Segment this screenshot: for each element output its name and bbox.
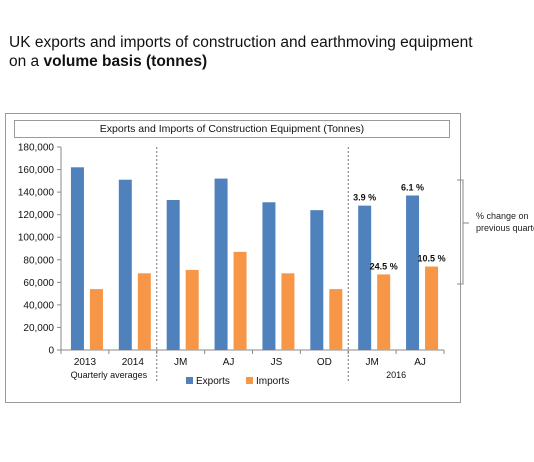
chart-frame: Exports and Imports of Construction Equi… (5, 113, 461, 403)
bar-exports (358, 205, 372, 350)
page-title-line2-prefix: on a (9, 53, 44, 70)
bar-imports (233, 251, 247, 350)
bar-imports (89, 289, 103, 350)
page-title-line1: UK exports and imports of construction a… (9, 34, 473, 51)
side-note-line2: previous quarter (476, 223, 534, 233)
bar-imports (137, 273, 151, 350)
page-title: UK exports and imports of construction a… (9, 33, 509, 71)
bar-imports (377, 274, 391, 350)
y-tick-label: 0 (48, 346, 54, 357)
legend-label-exports: Exports (196, 376, 230, 387)
bar-exports (166, 200, 180, 350)
side-bracket (457, 179, 469, 285)
y-tick-label: 100,000 (18, 233, 55, 244)
bar-exports (70, 167, 84, 350)
page-title-line2: on a volume basis (tonnes) (9, 52, 509, 71)
bar-exports (406, 195, 420, 350)
bar-exports (214, 178, 228, 350)
data-label: 6.1 % (401, 182, 424, 192)
x-tick-label: 2014 (122, 357, 145, 368)
chart-title: Exports and Imports of Construction Equi… (14, 120, 450, 138)
x-tick-label: AJ (414, 357, 426, 368)
y-tick-label: 180,000 (18, 143, 55, 154)
x-tick-label: 2013 (74, 357, 97, 368)
x-group-label: Quarterly averages (71, 370, 148, 380)
bar-imports (185, 269, 199, 350)
x-tick-label: JS (271, 357, 283, 368)
y-tick-label: 140,000 (18, 188, 55, 199)
x-tick-label: AJ (223, 357, 235, 368)
bar-imports (425, 266, 439, 350)
bar-imports (329, 289, 343, 350)
bar-exports (262, 202, 276, 350)
page-title-line2-bold: volume basis (tonnes) (43, 53, 208, 70)
bar-exports (118, 179, 132, 350)
legend-label-imports: Imports (256, 376, 289, 387)
data-label: 24.5 % (370, 261, 398, 271)
chart-svg: 0 20,000 40,000 60,000 80,000 100,000 120,000 1… (18, 143, 446, 388)
legend-swatch-imports (246, 377, 253, 384)
data-label: 10.5 % (418, 254, 446, 264)
side-note: % change on previous quarter (476, 210, 534, 234)
x-group-label: 2016 (386, 370, 406, 380)
y-tick-label: 80,000 (23, 255, 54, 266)
y-tick-label: 20,000 (23, 323, 54, 334)
legend-swatch-exports (186, 377, 193, 384)
y-tick-label: 40,000 (23, 300, 54, 311)
bar-imports (281, 273, 295, 350)
x-tick-label: OD (317, 357, 332, 368)
x-tick-label: JM (174, 357, 187, 368)
y-tick-label: 160,000 (18, 165, 55, 176)
bar-exports (310, 210, 324, 350)
y-tick-label: 60,000 (23, 278, 54, 289)
x-tick-label: JM (366, 357, 379, 368)
data-label: 3.9 % (353, 193, 376, 203)
side-note-line1: % change on (476, 211, 529, 221)
y-tick-label: 120,000 (18, 210, 55, 221)
